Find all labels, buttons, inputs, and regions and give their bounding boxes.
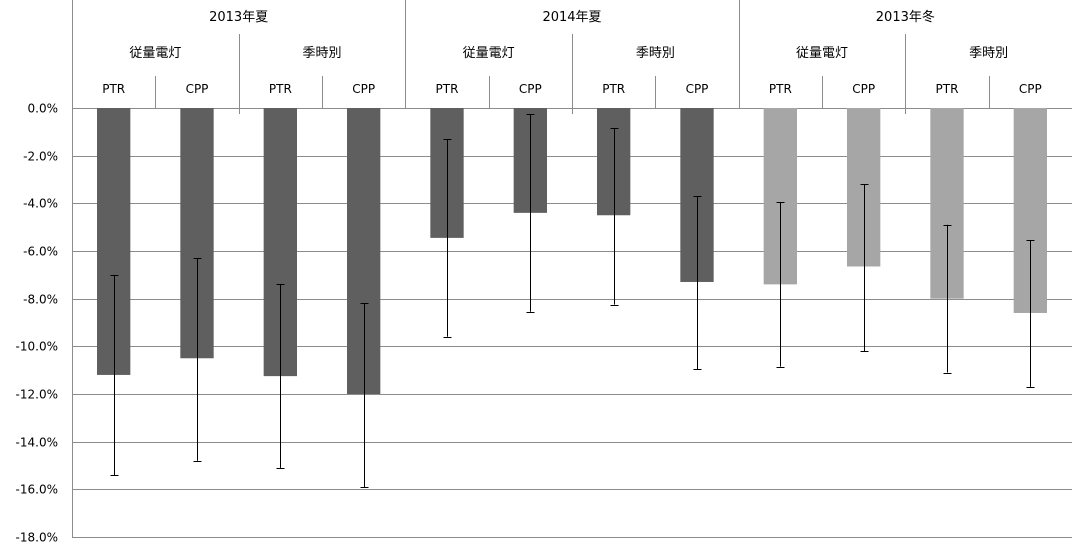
season-label: 2013年冬 <box>876 9 935 25</box>
program-label: PTR <box>102 82 125 96</box>
plan-label: 季時別 <box>302 46 341 61</box>
gridlines <box>72 108 1072 538</box>
program-label: PTR <box>769 82 792 96</box>
program-label: PTR <box>602 82 625 96</box>
bar <box>847 108 881 267</box>
error-bars <box>110 113 1035 488</box>
plan-label: 季時別 <box>636 46 675 61</box>
y-tick-label: -8.0% <box>23 293 58 307</box>
bar <box>597 108 631 216</box>
y-tick-label: -10.0% <box>16 340 58 354</box>
y-tick-label: -14.0% <box>16 436 58 450</box>
season-label: 2013年夏 <box>209 10 268 25</box>
bar <box>347 108 381 394</box>
program-label: CPP <box>352 82 375 96</box>
plan-label: 従量電灯 <box>463 46 515 61</box>
plan-label: 従量電灯 <box>796 46 848 61</box>
bar <box>97 108 131 375</box>
y-tick-label: -12.0% <box>16 388 58 402</box>
program-label: PTR <box>936 82 959 96</box>
plan-label: 季時別 <box>969 46 1008 61</box>
program-label: PTR <box>269 82 292 96</box>
plan-label: 従量電灯 <box>129 46 181 61</box>
program-label: CPP <box>852 82 875 96</box>
y-tick-label: 0.0% <box>28 102 59 116</box>
y-tick-label: -2.0% <box>23 150 58 164</box>
program-label: CPP <box>1019 82 1042 96</box>
y-axis: 0.0% -2.0% -4.0% -6.0% -8.0% -10.0% -12.0% -14.… <box>16 0 73 545</box>
y-tick-label: -16.0% <box>16 483 58 497</box>
y-tick-label: -6.0% <box>23 245 58 259</box>
season-label: 2014年夏 <box>542 10 601 25</box>
program-label: CPP <box>519 82 542 96</box>
y-tick-label: -4.0% <box>23 197 58 211</box>
program-label: PTR <box>436 82 459 96</box>
program-label: CPP <box>186 82 209 96</box>
program-label: CPP <box>686 82 709 96</box>
y-tick-label: -18.0% <box>16 531 58 545</box>
